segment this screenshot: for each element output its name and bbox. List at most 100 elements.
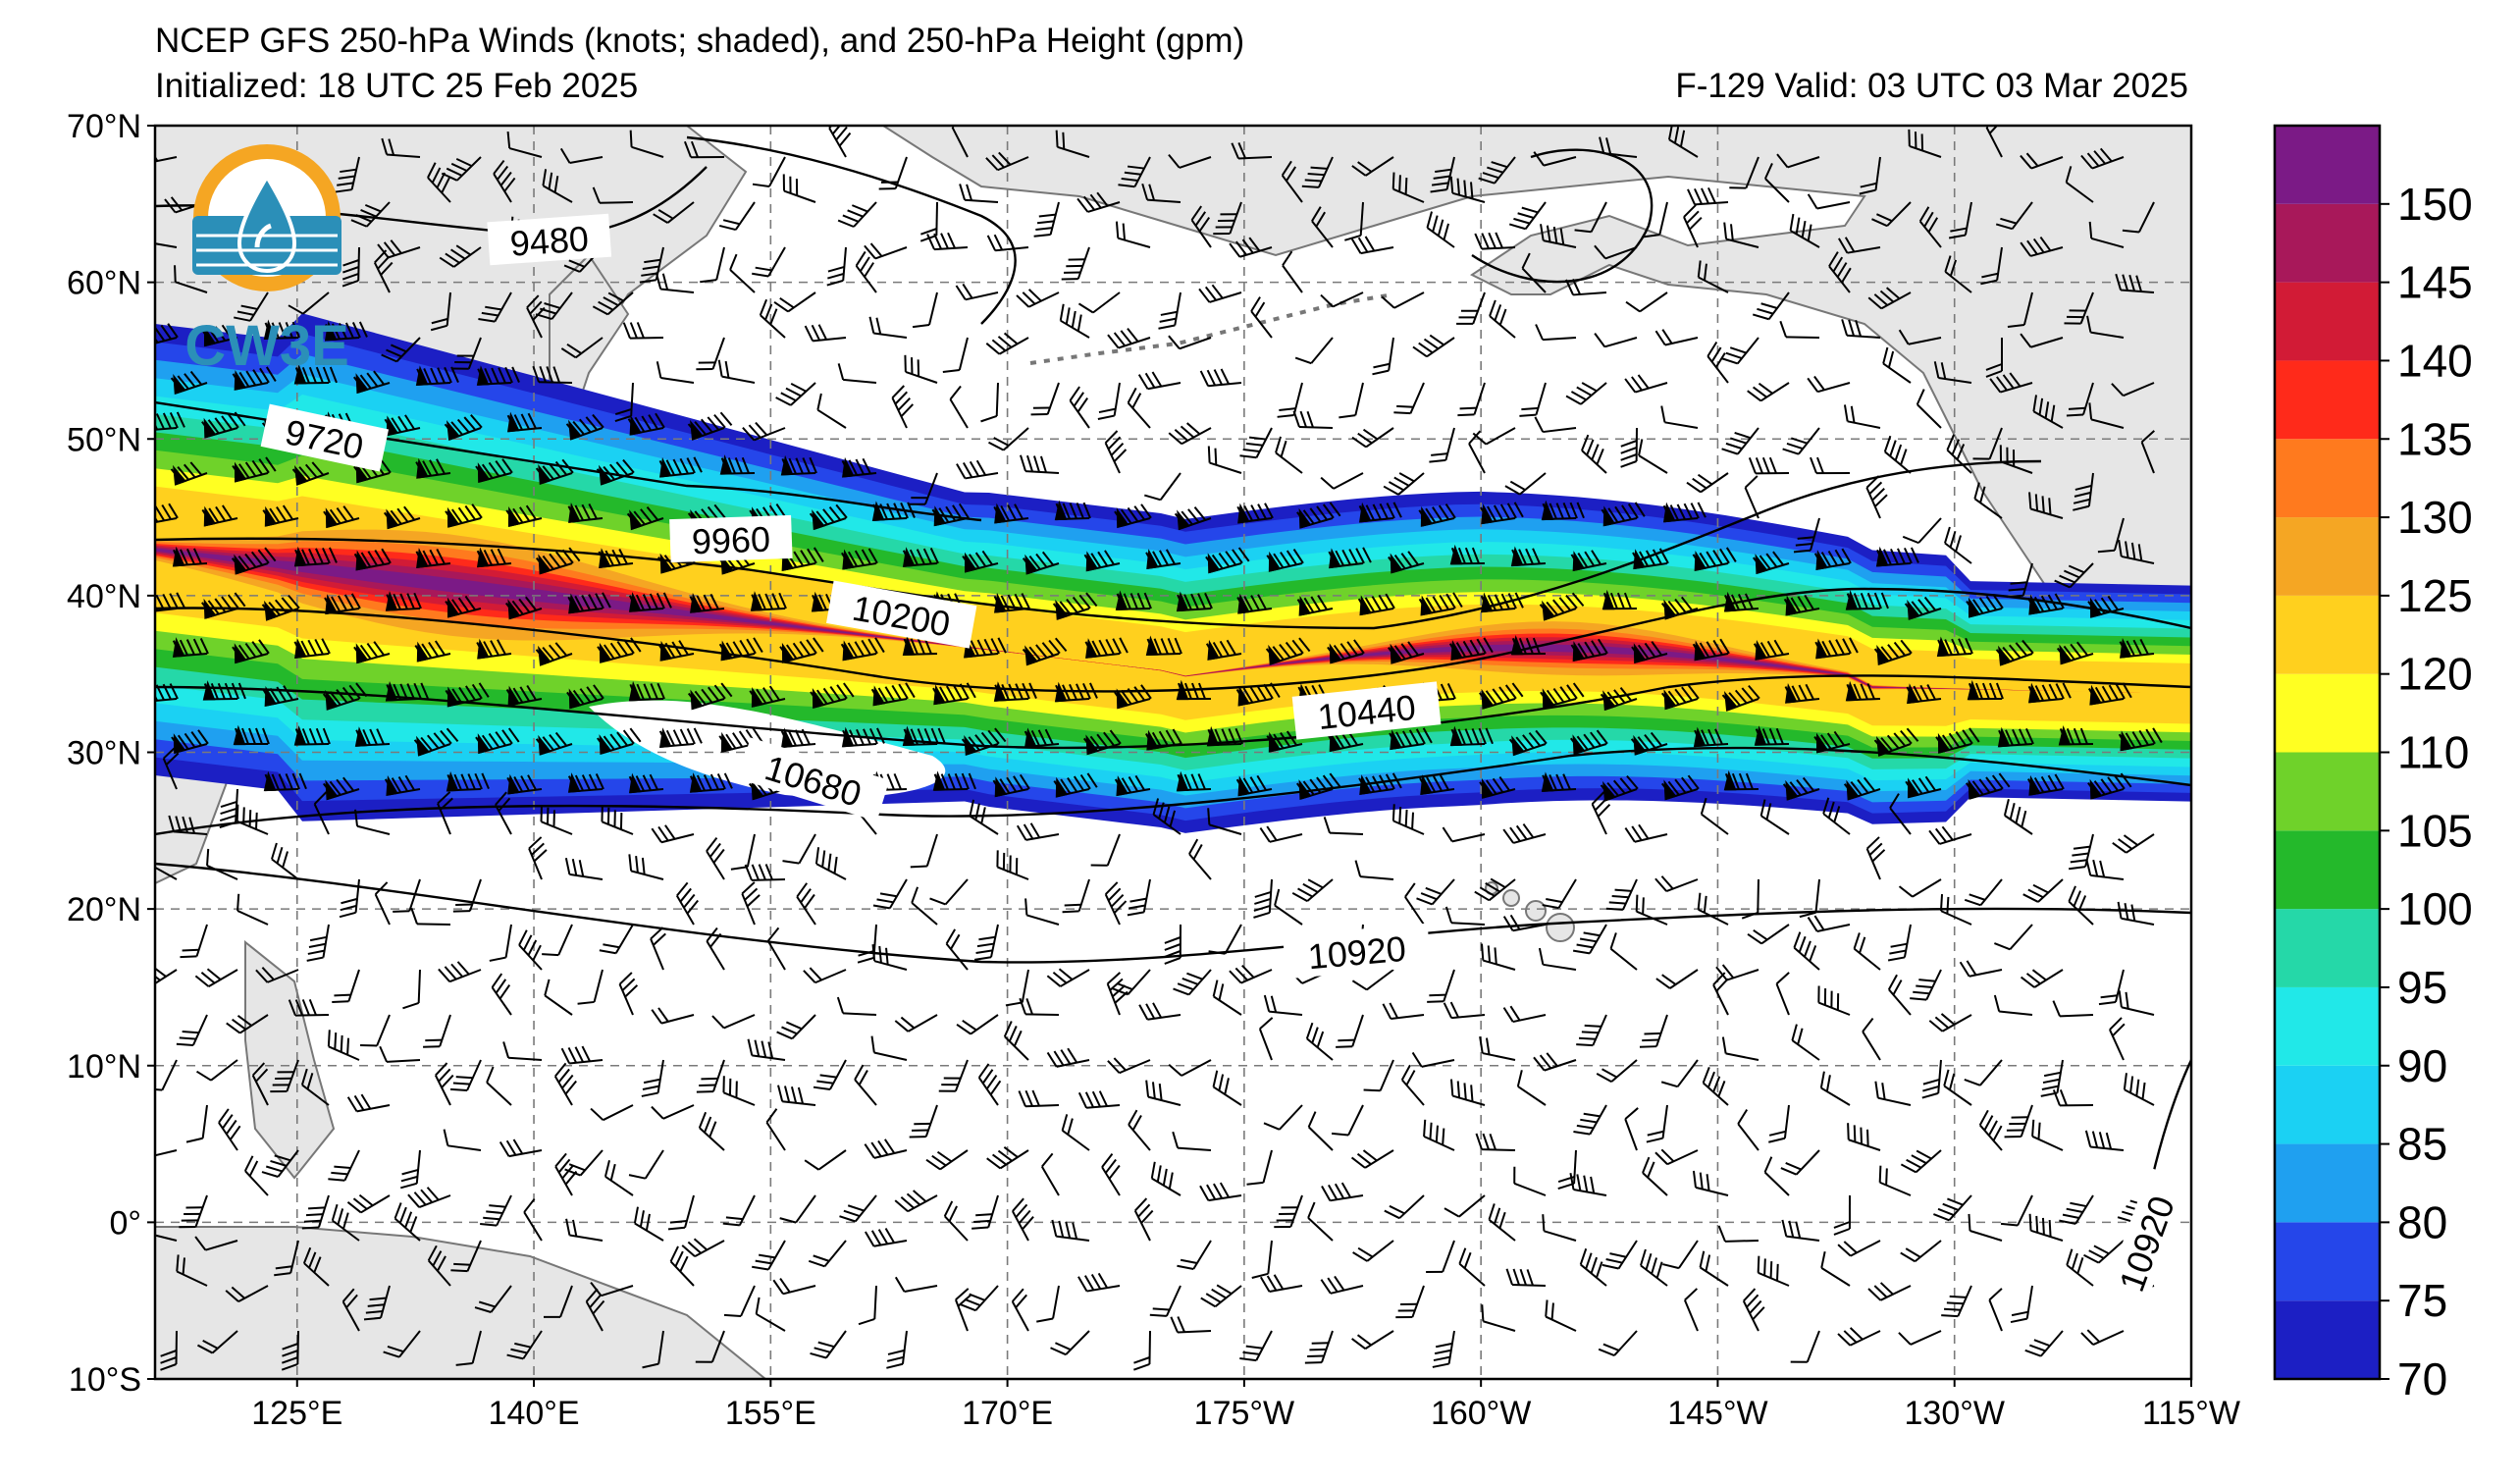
- wind-barb: [1905, 775, 1942, 799]
- wind-barb: [1301, 156, 1334, 188]
- wind-barb: [2066, 1248, 2094, 1287]
- wind-barb: [871, 501, 916, 521]
- wind-barb: [604, 1159, 634, 1196]
- lat-label: 50°N: [67, 421, 141, 458]
- colorbar-label: 100: [2397, 883, 2473, 934]
- wind-barb: [1168, 1059, 1212, 1077]
- wind-barb: [476, 365, 520, 386]
- wind-barb: [475, 727, 520, 755]
- wind-barb: [567, 772, 604, 793]
- wind-barb: [1941, 1285, 1972, 1318]
- wind-barb: [894, 1276, 938, 1293]
- wind-barb: [1871, 201, 1912, 228]
- wind-barb: [1266, 730, 1303, 753]
- wind-barb: [1601, 1240, 1638, 1270]
- wind-barb: [1757, 1255, 1790, 1287]
- wind-barb: [1444, 1194, 1486, 1218]
- wind-barb: [1833, 1194, 1851, 1236]
- wind-barb: [2056, 641, 2094, 665]
- wind-barb: [1508, 201, 1547, 231]
- wind-barb: [1570, 638, 1608, 662]
- wind-barb: [1351, 1330, 1394, 1351]
- wind-barb: [218, 1108, 241, 1151]
- lat-label: 30°N: [67, 735, 141, 772]
- wind-barb: [480, 1194, 512, 1227]
- wind-barb: [478, 291, 512, 323]
- wind-barb: [1721, 337, 1759, 365]
- wind-barb: [1898, 1330, 1942, 1346]
- wind-barb: [288, 291, 330, 315]
- wind-barb: [363, 1285, 391, 1321]
- wind-barb: [765, 1108, 786, 1151]
- colorbar-segment: [2275, 360, 2380, 440]
- wind-barb: [291, 461, 330, 486]
- wind-barb: [808, 1240, 847, 1268]
- wind-barb: [1320, 291, 1364, 308]
- wind-barb: [270, 1059, 299, 1093]
- wind-barb: [810, 1330, 847, 1359]
- wind-barb: [1133, 1197, 1154, 1242]
- wind-barb: [1069, 386, 1090, 429]
- wind-barb: [1959, 960, 2003, 978]
- wind-barb: [1383, 472, 1425, 496]
- wind-barb: [986, 1146, 1029, 1170]
- wind-barb: [618, 972, 639, 1016]
- wind-barb: [878, 156, 908, 190]
- wind-barb: [1572, 924, 1607, 955]
- wind-barb: [384, 774, 421, 796]
- wind-barb: [1427, 969, 1455, 1003]
- wind-barb: [1944, 526, 1972, 564]
- wind-barb: [2123, 1073, 2155, 1106]
- wind-barb: [450, 1240, 482, 1273]
- wind-barb: [796, 882, 816, 926]
- wind-barb: [1539, 592, 1585, 621]
- wind-barb: [476, 547, 512, 568]
- wind-barb: [1873, 639, 1913, 665]
- wind-barb: [1251, 1240, 1273, 1279]
- wind-barb: [170, 461, 208, 486]
- wind-barb: [1721, 684, 1760, 712]
- wind-barb: [1660, 405, 1699, 429]
- wind-barb: [773, 291, 816, 313]
- wind-barb: [973, 924, 999, 961]
- wind-barb: [1149, 1285, 1181, 1317]
- wind-barb: [2022, 878, 2064, 903]
- wind-barb: [379, 1045, 421, 1063]
- wind-barb: [1145, 635, 1182, 657]
- wind-barb: [430, 291, 451, 332]
- wind-barb: [1128, 1109, 1151, 1151]
- wind-barb: [959, 184, 999, 203]
- wind-barb: [1814, 637, 1859, 660]
- wind-barb: [1033, 201, 1060, 238]
- wind-barb: [681, 1238, 725, 1257]
- wind-barb: [687, 682, 733, 711]
- wind-barb: [383, 505, 421, 530]
- wind-barb: [526, 294, 546, 339]
- colorbar-segment: [2275, 282, 2380, 361]
- wind-barb: [717, 359, 756, 384]
- wind-barb: [261, 1149, 299, 1178]
- wind-barb: [1168, 422, 1212, 446]
- wind-barb: [1782, 776, 1820, 801]
- contour-10680: [155, 746, 2191, 836]
- wind-barb: [1540, 224, 1577, 248]
- wind-barb: [945, 928, 969, 971]
- wind-barb: [1478, 156, 1516, 185]
- wind-barb: [155, 240, 178, 248]
- wind-barb: [683, 140, 725, 159]
- wind-barb: [1723, 222, 1759, 248]
- wind-barb: [1910, 969, 1942, 1001]
- wind-barb: [993, 592, 1030, 613]
- wind-barb: [1900, 1240, 1942, 1263]
- colorbar-label: 120: [2397, 649, 2473, 700]
- wind-barb: [474, 1285, 512, 1313]
- wind-barb: [1104, 881, 1128, 926]
- wind-barb: [2010, 1285, 2033, 1324]
- wind-barb: [1533, 151, 1577, 167]
- wind-barb: [780, 727, 816, 749]
- wind-barb: [1107, 328, 1151, 349]
- wind-barb: [723, 1285, 756, 1317]
- wind-barb: [274, 1240, 299, 1277]
- wind-barb: [1753, 639, 1790, 661]
- wind-barb: [1358, 772, 1402, 795]
